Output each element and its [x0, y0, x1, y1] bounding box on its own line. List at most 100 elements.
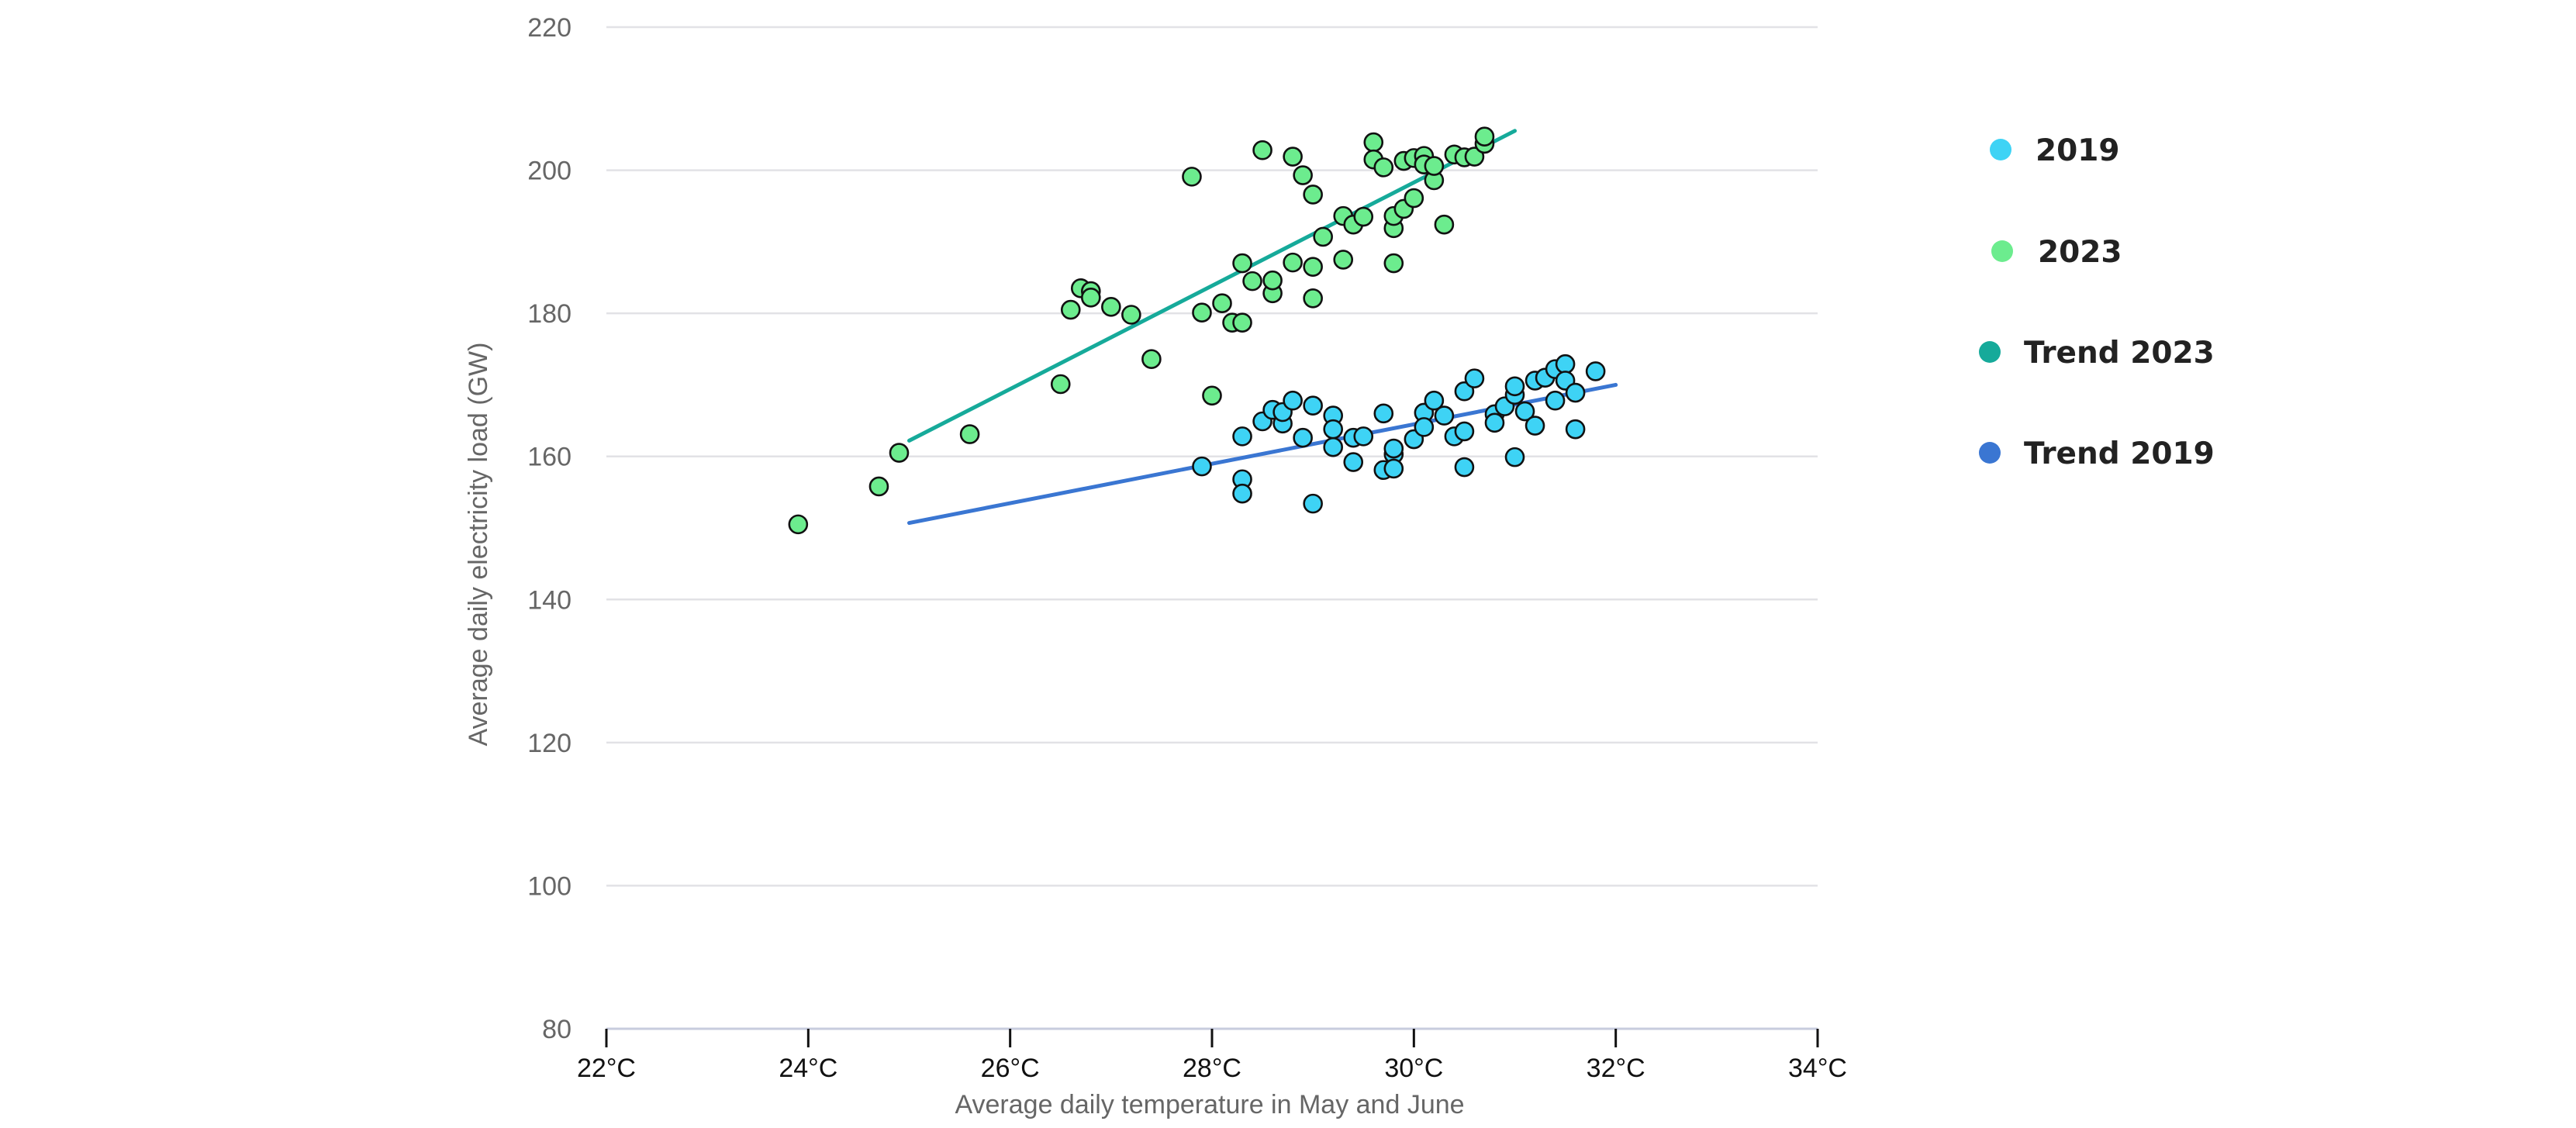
point-2023: [1242, 271, 1262, 291]
point-2019: [1414, 417, 1435, 437]
point-2019: [1383, 458, 1404, 479]
point-2019: [1454, 421, 1475, 442]
point-2019: [1293, 427, 1313, 448]
x-tick-label: 22°C: [577, 1054, 636, 1083]
x-axis-tick-labels: 22°C 24°C 26°C 28°C 30°C 32°C 34°C: [577, 1054, 1847, 1083]
point-2019: [1343, 452, 1364, 472]
point-2019: [1383, 438, 1404, 459]
point-2023: [788, 514, 809, 535]
point-2023: [1202, 385, 1222, 406]
trend-line-trend-2023: [907, 129, 1517, 443]
point-2019: [1504, 447, 1525, 467]
legend-item-trend-2019[interactable]: Trend 2019: [1979, 436, 2215, 471]
point-2019: [1192, 456, 1212, 477]
x-tick-label: 30°C: [1384, 1054, 1443, 1083]
point-2023: [1464, 147, 1485, 167]
point-2023: [1192, 302, 1212, 323]
x-tick-label: 24°C: [779, 1054, 837, 1083]
point-2023: [1313, 226, 1333, 247]
scatter-points: [788, 126, 1606, 535]
point-2023: [1283, 147, 1303, 167]
point-2023: [1303, 257, 1323, 277]
point-2023: [1383, 253, 1404, 274]
legend-item-2023[interactable]: 2023: [1991, 235, 2122, 270]
point-2019: [1464, 368, 1485, 388]
point-2023: [1060, 299, 1081, 320]
legend-item-trend-2023[interactable]: Trend 2023: [1979, 336, 2215, 371]
point-2019: [1323, 419, 1343, 440]
legend-label: Trend 2019: [2024, 436, 2215, 471]
point-2023: [1232, 253, 1252, 274]
point-2023: [1232, 312, 1252, 333]
legend: 2019 2023 Trend 2023 Trend 2019: [1979, 133, 2215, 471]
x-axis: [605, 1027, 1819, 1047]
point-2023: [959, 424, 980, 444]
point-2019: [1232, 426, 1252, 447]
point-2019: [1353, 426, 1374, 447]
x-tick-label: 34°C: [1788, 1054, 1847, 1083]
legend-label: Trend 2023: [2024, 336, 2215, 371]
point-2019: [1283, 390, 1303, 411]
point-2019: [1323, 436, 1343, 457]
point-2019: [1585, 361, 1606, 381]
y-tick-label: 200: [527, 157, 571, 186]
point-2023: [1303, 288, 1323, 309]
point-2023: [868, 476, 889, 497]
x-tick-label: 26°C: [981, 1054, 1040, 1083]
legend-label: 2023: [2038, 235, 2122, 270]
point-2019: [1555, 354, 1576, 374]
point-2023: [1252, 140, 1272, 160]
point-2023: [1303, 185, 1323, 205]
point-2023: [1182, 167, 1202, 187]
point-2019: [1565, 419, 1586, 440]
point-2023: [1474, 126, 1495, 147]
point-2019: [1454, 457, 1475, 478]
point-2023: [1283, 252, 1303, 273]
y-axis-title: Average daily electricity load (GW): [464, 343, 493, 747]
point-2023: [889, 443, 910, 463]
y-tick-label: 220: [527, 13, 571, 43]
point-2019: [1303, 493, 1323, 514]
y-tick-label: 140: [527, 585, 571, 615]
y-tick-label: 100: [527, 871, 571, 901]
point-2023: [1333, 250, 1354, 270]
point-2019: [1525, 416, 1545, 436]
legend-item-2019[interactable]: 2019: [1990, 133, 2120, 168]
y-tick-label: 80: [542, 1015, 571, 1044]
point-2019: [1565, 382, 1586, 403]
point-2019: [1504, 376, 1525, 397]
legend-marker: [1991, 240, 2013, 262]
point-2019: [1434, 405, 1455, 426]
legend-marker: [1990, 139, 2011, 160]
point-2019: [1514, 401, 1535, 422]
point-2023: [1373, 157, 1394, 178]
point-2023: [1363, 132, 1384, 153]
point-2019: [1373, 403, 1394, 424]
point-2023: [1121, 305, 1141, 325]
point-2019: [1232, 483, 1252, 504]
legend-marker: [1979, 341, 2001, 363]
point-2023: [1353, 206, 1374, 227]
point-2023: [1404, 188, 1424, 209]
x-tick-label: 28°C: [1183, 1054, 1241, 1083]
y-tick-label: 120: [527, 729, 571, 758]
y-tick-label: 180: [527, 299, 571, 329]
point-2023: [1434, 214, 1455, 235]
point-2023: [1212, 293, 1232, 314]
point-2019: [1484, 412, 1505, 433]
point-2023: [1262, 270, 1283, 291]
point-2023: [1050, 374, 1071, 395]
point-2023: [1101, 297, 1121, 317]
point-2023: [1293, 165, 1313, 185]
point-2023: [1141, 349, 1162, 370]
point-2019: [1303, 395, 1323, 416]
x-tick-label: 32°C: [1587, 1054, 1645, 1083]
gridlines: [606, 26, 1818, 887]
point-2019: [1424, 390, 1445, 411]
legend-label: 2019: [2036, 133, 2120, 168]
point-2019: [1545, 390, 1566, 411]
x-axis-title: Average daily temperature in May and Jun…: [955, 1090, 1464, 1119]
y-axis-tick-labels: 80 100 120 140 160 180 200 220: [527, 13, 571, 1044]
